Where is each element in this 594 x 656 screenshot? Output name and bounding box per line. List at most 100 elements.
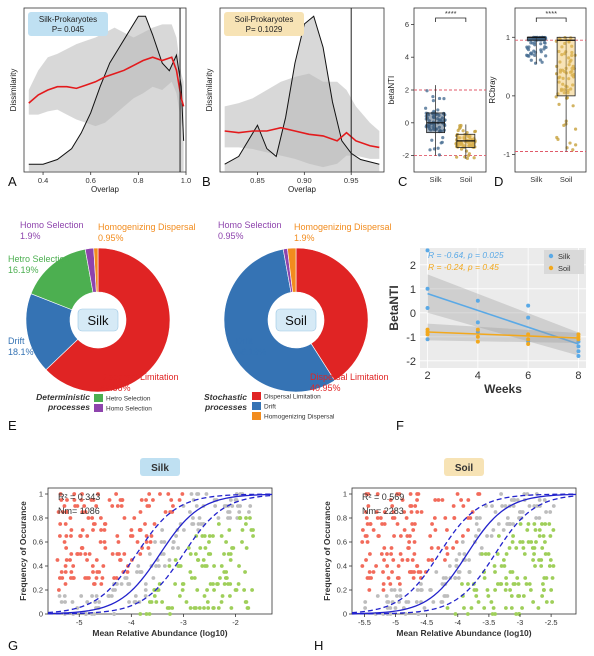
panel-c-point xyxy=(467,144,471,148)
panel-g-point xyxy=(85,600,90,604)
panel-h-point xyxy=(516,582,521,586)
panel-h-point xyxy=(410,522,415,526)
panel-h-point xyxy=(366,504,371,508)
panel-h-point xyxy=(371,570,376,574)
panel-g-point xyxy=(160,528,165,532)
panel-d-xtick-label: Silk xyxy=(530,175,542,184)
panel-h-point xyxy=(416,612,421,616)
panel-g-point xyxy=(94,558,99,562)
panel-g-point xyxy=(61,510,65,514)
panel-g-point xyxy=(62,540,67,544)
panel-c-xtick-label: Soil xyxy=(460,175,473,184)
panel-h-xtick-label: -5.5 xyxy=(358,618,371,627)
panel-d-point xyxy=(563,41,567,46)
panel-f-legend-label: Soil xyxy=(558,264,571,273)
panel-g-point xyxy=(182,528,186,532)
panel-h-point xyxy=(474,534,478,538)
panel-g-point xyxy=(226,510,230,514)
panel-g-point xyxy=(144,498,148,502)
panel-e1-slice xyxy=(93,247,99,293)
panel-h-point xyxy=(400,498,405,502)
panel-c-point xyxy=(457,126,462,131)
panel-h-point xyxy=(397,492,402,496)
panel-h-point xyxy=(503,504,508,508)
panel-h-fit-line xyxy=(351,493,577,615)
panel-g-point xyxy=(168,612,172,616)
panel-g-point xyxy=(102,522,107,526)
panel-c-point xyxy=(437,113,441,117)
panel-g-point xyxy=(203,546,208,550)
panel-h-point xyxy=(389,546,394,550)
panel-g-point xyxy=(103,546,108,550)
panel-g-point xyxy=(147,612,152,616)
panel-g-point xyxy=(247,510,251,514)
legend-deterministic-label-1: Deterministic xyxy=(36,392,90,402)
panel-h-point xyxy=(392,588,397,592)
panel-h-point xyxy=(536,606,541,610)
panel-a-badge-title: Silk-Prokaryotes xyxy=(39,15,97,24)
panel-h-point xyxy=(514,612,519,616)
panel-a-xtick-label: 0.6 xyxy=(85,176,95,185)
panel-h-point xyxy=(537,534,542,538)
panel-h-point xyxy=(440,498,445,502)
panel-h-point xyxy=(440,582,445,586)
panel-g-point xyxy=(72,498,77,502)
panel-h-point xyxy=(443,558,447,562)
panel-h-point xyxy=(524,582,529,586)
panel-f-stat-label: R = -0.64, p = 0.025 xyxy=(428,250,504,260)
panel-g-point xyxy=(91,528,95,532)
panel-h-point xyxy=(455,492,460,496)
panel-h-point xyxy=(381,582,386,586)
panel-g-point xyxy=(174,534,179,538)
panel-d-point xyxy=(571,104,575,108)
panel-g-point xyxy=(87,552,92,556)
panel-g-point xyxy=(204,564,209,568)
panel-e2-slice-value: 56.19% xyxy=(236,347,267,357)
panel-h-point xyxy=(381,588,386,592)
panel-g-point xyxy=(151,498,155,502)
panel-d-point xyxy=(542,40,547,45)
panel-g-point xyxy=(205,588,209,592)
panel-d-point xyxy=(567,77,571,81)
panel-letter-b: B xyxy=(202,174,211,189)
panel-h-point xyxy=(512,498,517,502)
panel-g-point xyxy=(138,612,143,616)
panel-h-point xyxy=(412,570,416,574)
panel-h-point xyxy=(408,492,413,496)
panel-f-ylabel: BetaNTI xyxy=(387,285,401,330)
panel-c-point xyxy=(442,96,446,101)
panel-h-point xyxy=(535,504,540,508)
panel-h-point xyxy=(527,582,532,586)
panel-h-frame xyxy=(351,487,577,615)
panel-g-ytick-label: 0.4 xyxy=(33,562,43,571)
panel-g-point xyxy=(223,576,228,580)
panel-d-point xyxy=(556,76,561,80)
panel-g-point xyxy=(222,570,227,574)
panel-g-point xyxy=(186,546,191,550)
panel-e2-slice xyxy=(223,248,336,393)
panel-f-point xyxy=(526,332,531,337)
panel-g-point xyxy=(244,516,248,520)
panel-g-point xyxy=(69,570,74,574)
panel-g-ytick-label: 1 xyxy=(39,490,43,499)
panel-d-point xyxy=(562,123,566,127)
panel-g-point xyxy=(173,582,178,586)
panel-h-point xyxy=(388,498,393,502)
panel-g-point xyxy=(70,600,75,604)
panel-h-point xyxy=(382,522,387,526)
panel-c-point xyxy=(438,118,442,122)
panel-g-point xyxy=(188,552,193,556)
panel-d-ytick-label: 1 xyxy=(506,33,510,42)
panel-g-point xyxy=(83,510,88,514)
panel-f-point xyxy=(526,337,531,342)
panel-h-point xyxy=(493,510,498,514)
panel-g-point xyxy=(117,552,121,556)
panel-g-r2-label: R² = 0.343 xyxy=(58,492,100,502)
panel-h-point xyxy=(364,516,369,520)
panel-h-point xyxy=(511,534,515,538)
panel-h-point xyxy=(465,612,470,616)
panel-h-point xyxy=(397,582,402,586)
panel-h-point xyxy=(462,552,467,556)
panel-h-xtick-label: -2.5 xyxy=(545,618,558,627)
